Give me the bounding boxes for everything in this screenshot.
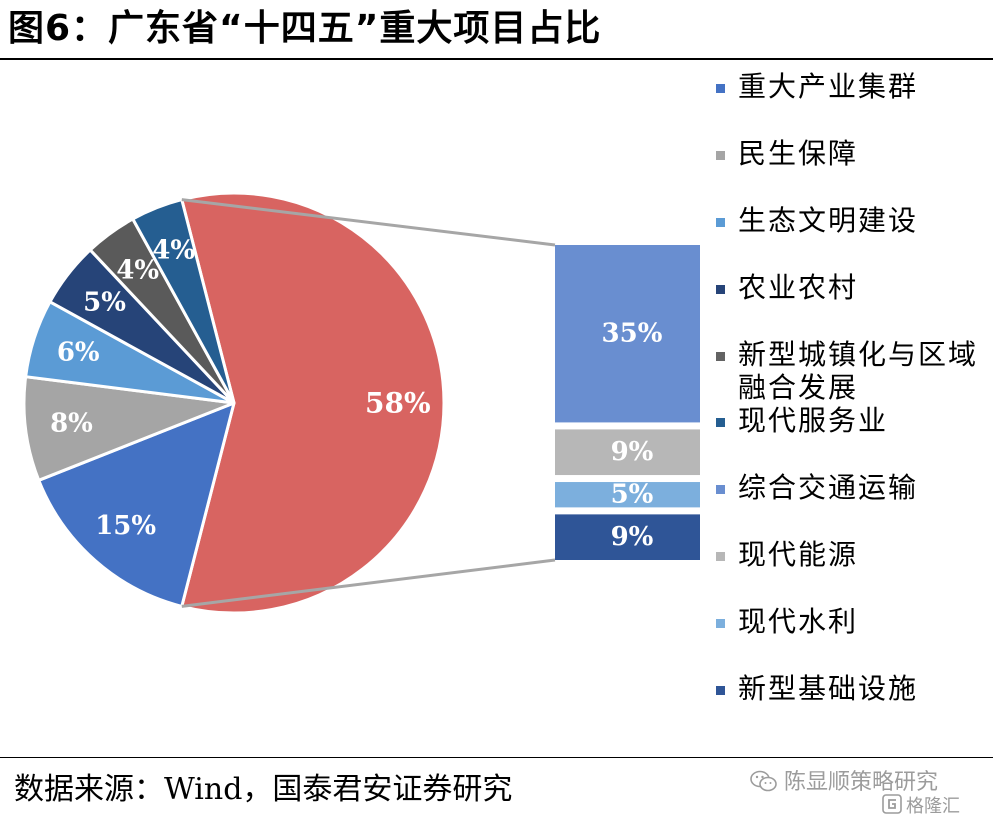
wechat-icon bbox=[750, 770, 777, 792]
pie-slice bbox=[180, 191, 446, 615]
pie-slice bbox=[131, 198, 236, 405]
legend-label: 生态文明建设 bbox=[738, 204, 919, 237]
legend-item: 综合交通运输 bbox=[716, 471, 988, 504]
legend-swatch bbox=[716, 485, 725, 494]
bar-segment-label: 5% bbox=[611, 480, 654, 510]
bar-segment-label: 9% bbox=[611, 522, 654, 552]
legend-swatch bbox=[716, 218, 725, 227]
legend-label: 现代水利 bbox=[738, 605, 859, 638]
legend-label: 综合交通运输 bbox=[738, 471, 919, 504]
legend-item: 农业农村 bbox=[716, 271, 988, 304]
gelonghui-logo-icon bbox=[882, 794, 902, 814]
pie-slice-label: 4% bbox=[116, 255, 159, 285]
legend-item: 现代服务业 bbox=[716, 404, 988, 437]
pie-slice-label: 58% bbox=[365, 387, 431, 420]
legend-label: 新型基础设施 bbox=[738, 672, 919, 705]
bar-of-pie-chart: 35%9%5%9%58%15%8%6%5%4%4% bbox=[22, 191, 700, 615]
legend-swatch bbox=[716, 686, 725, 695]
legend-swatch bbox=[716, 619, 725, 628]
connector-line-top bbox=[181, 198, 556, 247]
pie-slice-label: 15% bbox=[95, 511, 156, 541]
bar-segment bbox=[555, 514, 700, 560]
title-rule bbox=[0, 58, 993, 60]
legend-item: 现代水利 bbox=[716, 605, 988, 638]
pie-slice bbox=[22, 375, 236, 482]
pie-slice-label: 6% bbox=[57, 337, 100, 367]
legend-label: 现代服务业 bbox=[738, 404, 889, 437]
pie-slice-label: 4% bbox=[152, 236, 195, 266]
legend-label: 现代能源 bbox=[738, 538, 859, 571]
legend-label: 重大产业集群 bbox=[738, 70, 919, 103]
legend-label: 民生保障 bbox=[738, 137, 859, 170]
legend-item: 生态文明建设 bbox=[716, 204, 988, 237]
bar-segment bbox=[555, 245, 700, 423]
pie-slice-label: 8% bbox=[50, 409, 93, 439]
bar-segment bbox=[555, 429, 700, 476]
bar-segment-label: 9% bbox=[611, 437, 654, 467]
legend-item: 新型基础设施 bbox=[716, 672, 988, 705]
figure-title: 图6：广东省“十四五”重大项目占比 bbox=[8, 8, 602, 49]
watermark: 陈显顺策略研究 格隆汇 bbox=[750, 764, 985, 820]
legend-item: 现代能源 bbox=[716, 538, 988, 571]
legend-label: 新型城镇化与区域融合发展 bbox=[738, 338, 979, 404]
bar-segment-label: 35% bbox=[602, 319, 663, 349]
legend-swatch bbox=[716, 84, 725, 93]
legend-swatch bbox=[716, 552, 725, 561]
legend-swatch bbox=[716, 285, 725, 294]
legend-item: 重大产业集群 bbox=[716, 70, 988, 103]
legend-item: 民生保障 bbox=[716, 137, 988, 170]
legend-swatch bbox=[716, 151, 725, 160]
source-note: 数据来源：Wind，国泰君安证券研究 bbox=[14, 772, 513, 807]
watermark-account: 陈显顺策略研究 bbox=[784, 770, 939, 795]
bar-segment bbox=[555, 482, 700, 508]
legend-label: 农业农村 bbox=[738, 271, 859, 304]
connector-line-bottom bbox=[181, 558, 556, 608]
watermark-brand: 格隆汇 bbox=[906, 796, 960, 817]
pie-slice bbox=[37, 401, 236, 608]
footer-rule bbox=[0, 757, 993, 758]
legend-swatch bbox=[716, 352, 725, 361]
legend-item: 新型城镇化与区域融合发展 bbox=[716, 338, 988, 404]
legend-swatch bbox=[716, 418, 725, 427]
pie-slice-label: 5% bbox=[83, 288, 126, 318]
